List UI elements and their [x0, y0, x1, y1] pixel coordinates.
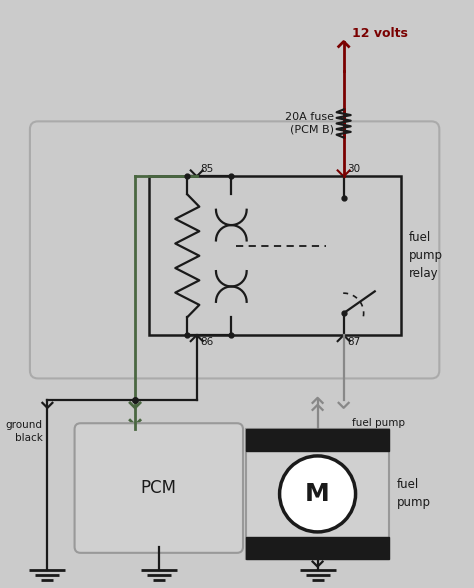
- Text: M: M: [305, 482, 330, 506]
- Text: 86: 86: [201, 337, 214, 347]
- Circle shape: [280, 456, 356, 532]
- Text: 12 volts: 12 volts: [352, 27, 408, 40]
- Text: fuel
pump: fuel pump: [397, 479, 431, 509]
- FancyBboxPatch shape: [74, 423, 243, 553]
- Bar: [246, 429, 389, 559]
- Text: fuel
pump
relay: fuel pump relay: [409, 231, 443, 280]
- Text: fuel pump: fuel pump: [352, 418, 405, 428]
- Text: 20A fuse
(PCM B): 20A fuse (PCM B): [285, 112, 334, 135]
- Bar: [246, 537, 389, 559]
- Bar: [246, 429, 389, 451]
- Text: 85: 85: [201, 165, 214, 175]
- Text: PCM: PCM: [141, 479, 177, 497]
- Text: 87: 87: [347, 337, 361, 347]
- Text: 30: 30: [347, 165, 361, 175]
- Text: ground
black: ground black: [5, 420, 42, 443]
